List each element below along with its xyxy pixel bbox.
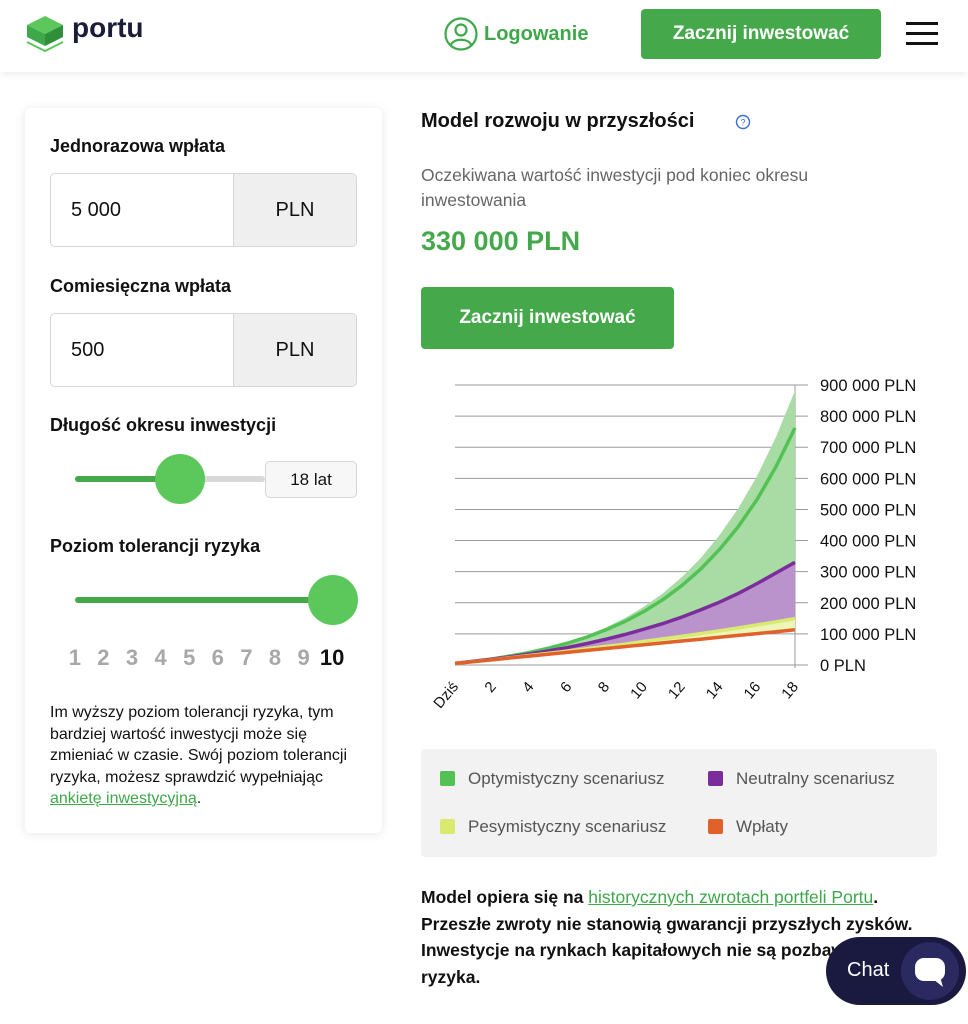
currency: PLN [234,174,356,246]
field-label: Długość okresu inwestycji [50,415,277,435]
risk-level[interactable]: 10 [319,645,345,670]
x-tick-label: 16 [741,679,765,703]
line [454,628,796,666]
note-text: Im wyższy poziom tolerancji ryzyka, tym … [50,704,347,786]
x-tick-label: 14 [703,679,727,703]
x-tick-label: Dziś [430,679,462,712]
currency: PLN [234,314,356,386]
slider-fill [75,476,180,482]
disclaimer-text: . Przeszłe zwroty nie stanowią gwarancji… [421,887,913,987]
y-tick-label: 900 000 PLN [820,377,916,395]
legend: Optymistyczny scenariusz Neutralny scenar… [421,749,937,857]
slider-knob[interactable] [155,454,205,504]
input-value[interactable]: 500 [51,314,234,386]
model-title: Model rozwoju w przyszłości [421,110,695,132]
input-value[interactable]: 5 000 [51,174,234,246]
legend-swatch [708,819,723,834]
x-tick-label: 18 [778,679,802,703]
x-tick-label: 8 [595,679,613,696]
header: portu Logowanie Zacznij inwestować [0,0,968,72]
menu-icon[interactable] [906,22,938,46]
chat-icon [901,942,959,1000]
chat-label: Chat [847,959,890,981]
history-link[interactable]: historycznych zwrotach portfeli Portu [588,887,874,907]
period-value: 18 lat [265,461,357,498]
legend-label: Pesymistyczny scenariusz [468,817,667,836]
slider-knob[interactable] [308,575,358,625]
risk-level[interactable]: 9 [297,645,310,670]
risk-level[interactable]: 5 [183,645,196,670]
help-icon[interactable]: ? [735,114,751,130]
area [455,390,795,664]
risk-level[interactable]: 8 [268,645,282,670]
field-label: Poziom tolerancji ryzyka [50,536,261,556]
legend-swatch [440,771,455,786]
risk-note: Im wyższy poziom tolerancji ryzyka, tym … [50,702,362,810]
legend-label: Optymistyczny scenariusz [468,769,665,788]
y-tick-label: 500 000 PLN [820,501,916,519]
model-subtitle: Oczekiwana wartość inwestycji pod koniec… [421,165,809,210]
risk-level[interactable]: 1 [68,645,81,670]
login-text: Logowanie [484,22,589,45]
y-tick-label: 100 000 PLN [820,626,916,644]
risk-level[interactable]: 2 [97,645,110,670]
x-tick-label: 4 [519,679,537,696]
risk-levels: 1 2 3 4 5 6 7 8 9 10 [25,645,382,671]
svg-text:?: ? [740,118,745,128]
risk-level[interactable]: 7 [240,645,253,670]
cta-button[interactable]: Zacznij inwestować [641,9,881,59]
logo[interactable]: portu [72,12,144,43]
model-amount: 330 000 PLN [421,226,581,256]
field-label: Jednorazowa wpłata [50,136,226,156]
y-tick-label: 800 000 PLN [820,408,916,426]
disclaimer-text: Model opiera się na [421,887,589,907]
x-tick-label: 2 [481,679,499,696]
legend-swatch [440,819,455,834]
user-icon [444,17,478,51]
note-text: . [196,790,202,807]
y-tick-label: 300 000 PLN [820,564,916,582]
y-tick-label: 600 000 PLN [820,470,916,488]
risk-level[interactable]: 4 [154,645,167,670]
chart: 0 PLN 100 000 PLN 200 000 PLN 300 000 PLN 40… [430,377,916,712]
y-tick-label: 0 PLN [820,657,866,675]
x-tick-label: 10 [627,679,651,703]
risk-level[interactable]: 3 [125,645,139,670]
login-link[interactable]: Logowanie [444,17,588,51]
slider-track[interactable] [75,597,333,603]
input-field[interactable]: 500 PLN [50,313,357,387]
x-tick-label: 6 [557,679,575,696]
field-label: Comiesięczna wpłata [50,276,232,296]
legend-swatch [708,771,723,786]
y-tick-label: 400 000 PLN [820,533,916,551]
y-tick-label: 200 000 PLN [820,595,916,613]
disclaimer: Model opiera się na historycznych zwrota… [421,884,941,990]
input-field[interactable]: 5 000 PLN [50,173,357,247]
survey-link[interactable]: ankietę inwestycyjną [50,790,197,807]
legend-label: Neutralny scenariusz [736,769,895,788]
y-tick-label: 700 000 PLN [820,439,916,457]
logo-icon [26,16,64,53]
chat-widget[interactable]: Chat [826,937,966,1005]
cta-button[interactable]: Zacznij inwestować [421,287,674,349]
risk-level[interactable]: 6 [211,645,224,670]
legend-label: Wpłaty [736,817,788,836]
x-tick-label: 12 [665,679,689,703]
